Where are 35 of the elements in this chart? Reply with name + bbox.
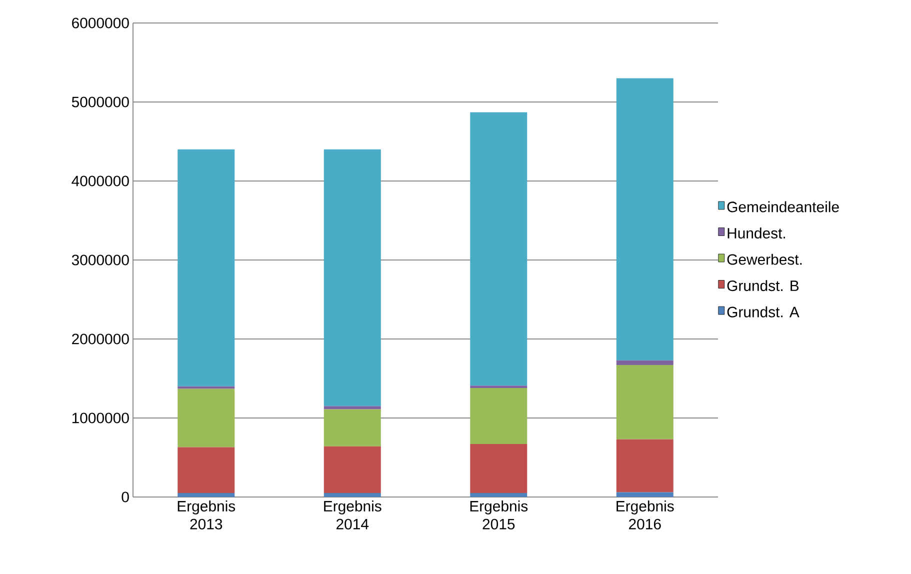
legend-label: Hundest. — [728, 228, 786, 239]
x-tick-label: Ergebnis 2014 — [324, 500, 382, 530]
y-tick-label: 6000000 — [72, 18, 129, 28]
bar — [178, 386, 235, 389]
legend-label: Grundst. B — [727, 280, 799, 292]
bar — [324, 493, 381, 497]
y-tick-label: 3000000 — [72, 254, 129, 266]
bar — [324, 406, 381, 410]
legend-label: Grundst. A — [727, 306, 800, 318]
y-tick-label: 1000000 — [72, 412, 129, 424]
bar — [324, 446, 381, 494]
y-tick-label: 0 — [122, 492, 129, 502]
bar — [178, 447, 235, 494]
bar — [324, 149, 381, 406]
bar — [178, 493, 235, 497]
bar — [616, 360, 674, 366]
bar — [178, 388, 235, 448]
y-tick-label: 2000000 — [72, 334, 129, 344]
bar — [616, 78, 674, 360]
bar — [178, 149, 235, 386]
bar — [616, 365, 674, 440]
legend-label: Gewerbest. — [727, 254, 802, 265]
x-tick-label: Ergebnis 2016 — [616, 500, 674, 530]
bar — [470, 493, 528, 497]
x-tick-label: Ergebnis 2015 — [470, 500, 528, 530]
bar — [470, 444, 528, 494]
bar — [616, 492, 674, 497]
y-tick-label: 5000000 — [72, 96, 129, 108]
x-tick-label: Ergebnis 2013 — [178, 500, 236, 530]
legend-label: Gemeindeanteile — [727, 201, 839, 212]
bar — [616, 439, 674, 492]
y-tick-label: 4000000 — [72, 176, 129, 186]
bar — [470, 388, 528, 444]
bar — [470, 112, 528, 386]
bar — [324, 409, 381, 446]
